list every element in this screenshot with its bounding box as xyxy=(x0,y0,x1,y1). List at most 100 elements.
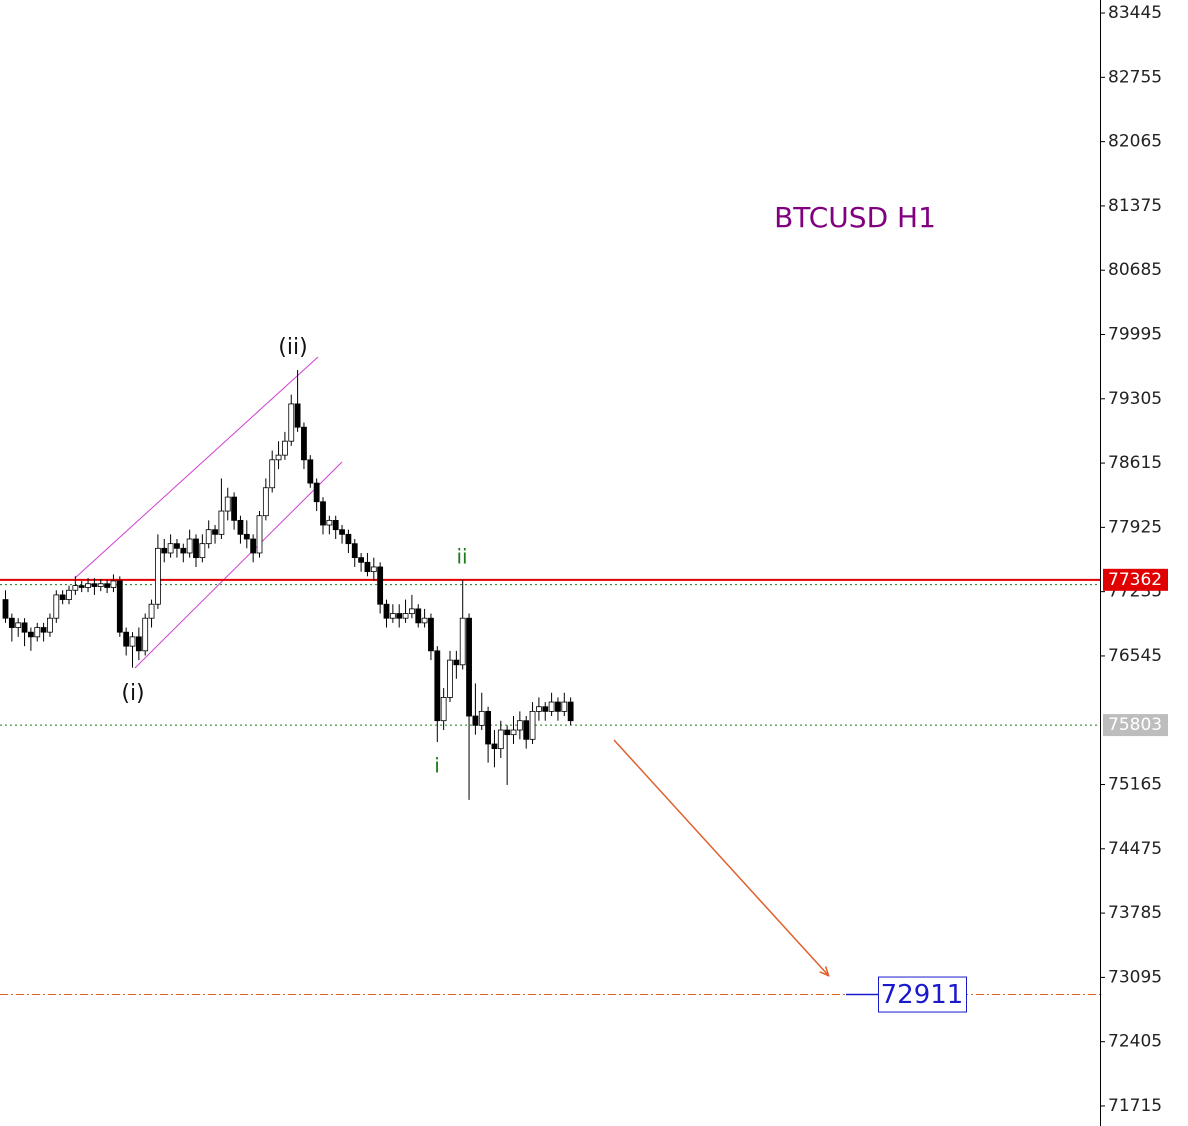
candle-body xyxy=(53,594,60,619)
candle-body xyxy=(320,501,326,526)
candle-body xyxy=(167,543,174,554)
candle-body xyxy=(472,715,479,726)
candle-body xyxy=(453,659,460,666)
candle-body xyxy=(129,636,136,647)
candle-body xyxy=(529,710,536,740)
candle-body xyxy=(370,566,377,573)
candle-body xyxy=(485,710,492,745)
candle-body xyxy=(491,743,498,750)
candle-body xyxy=(440,697,447,722)
candle-body xyxy=(434,650,441,722)
bid-tag xyxy=(1103,714,1168,737)
candle-body xyxy=(186,538,193,554)
candle-body xyxy=(561,701,568,712)
candle-body xyxy=(85,583,91,588)
candle-body xyxy=(256,515,263,554)
candle-body xyxy=(243,533,250,540)
candle-body xyxy=(408,608,415,614)
candle-body xyxy=(383,603,390,619)
y-tick-label: 74475 xyxy=(1108,839,1162,859)
candle-body xyxy=(510,729,517,736)
y-tick-label: 82065 xyxy=(1108,132,1162,152)
candle-body xyxy=(21,622,28,633)
candle-body xyxy=(466,617,472,717)
candle-body xyxy=(47,617,53,633)
candle-body xyxy=(123,631,130,647)
y-tick-label: 79995 xyxy=(1108,324,1162,344)
candle-body xyxy=(402,613,409,619)
candle-body xyxy=(294,403,301,428)
candle-body xyxy=(516,720,523,731)
y-tick-label: 77925 xyxy=(1108,517,1162,537)
y-tick-label: 71715 xyxy=(1108,1096,1162,1116)
target-label: 72911 xyxy=(881,980,964,1010)
candle-body xyxy=(78,585,85,588)
candle-body xyxy=(358,557,365,563)
candle-body xyxy=(2,599,9,619)
candle-body xyxy=(218,510,225,535)
candle-body xyxy=(72,585,79,591)
candle-body xyxy=(415,608,422,624)
candle-body xyxy=(301,426,307,461)
candle-body xyxy=(27,631,34,638)
candle-body xyxy=(428,617,434,652)
candle-body xyxy=(34,627,41,638)
candle-body xyxy=(148,603,155,619)
candle-body xyxy=(364,561,371,573)
candle-body xyxy=(174,543,180,549)
candle-body xyxy=(231,496,238,521)
candle-body xyxy=(497,729,504,750)
candle-body xyxy=(307,459,314,484)
current-price-tag xyxy=(1103,568,1168,591)
candle-body xyxy=(326,519,333,526)
candle-body xyxy=(504,729,511,736)
candle-body xyxy=(66,589,72,600)
candle-body xyxy=(142,617,149,652)
y-tick-label: 73095 xyxy=(1108,967,1162,987)
candle-body xyxy=(161,547,168,554)
candle-body xyxy=(542,706,549,712)
candle-body xyxy=(116,580,123,633)
candle-body xyxy=(224,496,231,512)
candle-body xyxy=(332,519,339,531)
candle-body xyxy=(345,533,352,545)
y-tick-label: 78615 xyxy=(1108,453,1162,473)
candle-body xyxy=(288,403,295,442)
candle-body xyxy=(548,701,555,712)
target-box xyxy=(878,976,967,1013)
candle-body xyxy=(154,547,161,605)
wave-label: (i) xyxy=(121,681,144,706)
candle-body xyxy=(40,627,47,633)
candle-body xyxy=(212,529,218,535)
candle-body xyxy=(91,583,98,587)
candle-body xyxy=(459,617,466,666)
candle-body xyxy=(313,482,320,503)
candle-body xyxy=(447,659,453,698)
candle-body xyxy=(339,529,345,535)
y-tick-label: 79305 xyxy=(1108,389,1162,409)
wave-label: i xyxy=(434,754,440,778)
candle-body xyxy=(135,636,142,652)
y-tick-label: 82755 xyxy=(1108,67,1162,87)
candle-body xyxy=(237,519,244,535)
candle-body xyxy=(180,547,187,554)
y-tick-label: 80685 xyxy=(1108,260,1162,280)
forecast-arrow xyxy=(613,739,828,975)
candle-body xyxy=(15,622,22,628)
candle-body xyxy=(421,617,428,624)
candle-body xyxy=(97,583,104,587)
candle-body xyxy=(193,538,199,559)
candle-body xyxy=(555,701,561,712)
candle-body xyxy=(536,706,542,712)
candle-body xyxy=(8,617,15,628)
candle-body xyxy=(478,710,485,726)
y-tick-label: 83445 xyxy=(1108,3,1162,23)
candle-body xyxy=(567,701,574,722)
y-tick-label: 73785 xyxy=(1108,903,1162,923)
candle-body xyxy=(269,459,276,489)
chart-title: BTCUSD H1 xyxy=(774,201,936,234)
candle-body xyxy=(389,613,396,619)
